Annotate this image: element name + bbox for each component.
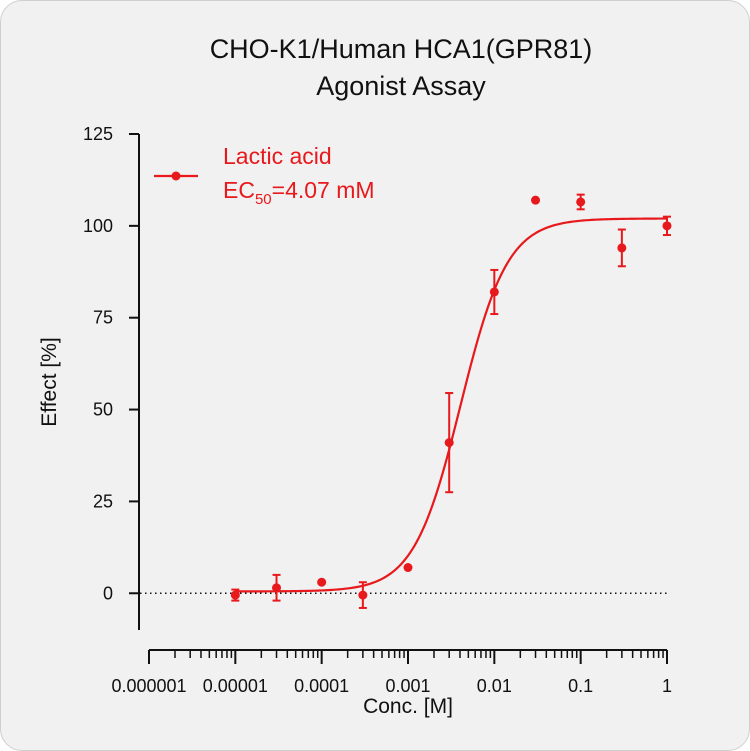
x-tick-label: 0.00001: [203, 676, 268, 696]
y-tick-label: 50: [93, 400, 113, 420]
x-tick-label: 0.001: [385, 676, 430, 696]
data-point: [358, 590, 368, 600]
data-point: [576, 197, 586, 207]
data-point: [272, 583, 282, 593]
data-point: [489, 287, 499, 297]
fit-curve: [235, 217, 667, 593]
x-tick-label: 0.0001: [294, 676, 349, 696]
data-point: [531, 195, 541, 205]
chart-title-line2: Agonist Assay: [316, 71, 486, 101]
legend-ec-value: =4.07 mM: [272, 177, 375, 203]
legend-ec-prefix: EC: [223, 177, 255, 203]
y-ticks: 0 25 50 75 100 125: [83, 124, 139, 603]
data-point: [403, 563, 413, 573]
y-tick-label: 0: [103, 583, 113, 603]
y-tick-label: 100: [83, 216, 113, 236]
x-tick-label: 0.000001: [111, 676, 186, 696]
data-point: [230, 590, 240, 600]
legend-marker: [171, 171, 181, 181]
x-ticks: 0.000001 0.00001 0.0001 0.001 0.01 0.1 1: [111, 650, 672, 696]
y-axis-label: Effect [%]: [38, 337, 61, 427]
x-tick-label: 0.1: [568, 676, 593, 696]
legend: Lactic acid EC50=4.07 mM: [154, 143, 375, 208]
chart-title-line1: CHO-K1/Human HCA1(GPR81): [210, 34, 593, 64]
data-point: [444, 438, 454, 448]
legend-ec-subscript: 50: [255, 191, 272, 208]
data-point: [317, 577, 327, 587]
data-point: [617, 243, 627, 253]
x-tick-label: 0.01: [477, 676, 512, 696]
y-tick-label: 125: [83, 124, 113, 144]
x-axis-label: Conc. [M]: [363, 695, 453, 718]
legend-series-name: Lactic acid: [223, 143, 332, 169]
data-point: [662, 221, 672, 231]
data-points: [230, 193, 672, 609]
legend-ec50: EC50=4.07 mM: [223, 177, 375, 208]
y-tick-label: 25: [93, 491, 113, 511]
x-tick-label: 1: [662, 676, 672, 696]
y-tick-label: 75: [93, 308, 113, 328]
